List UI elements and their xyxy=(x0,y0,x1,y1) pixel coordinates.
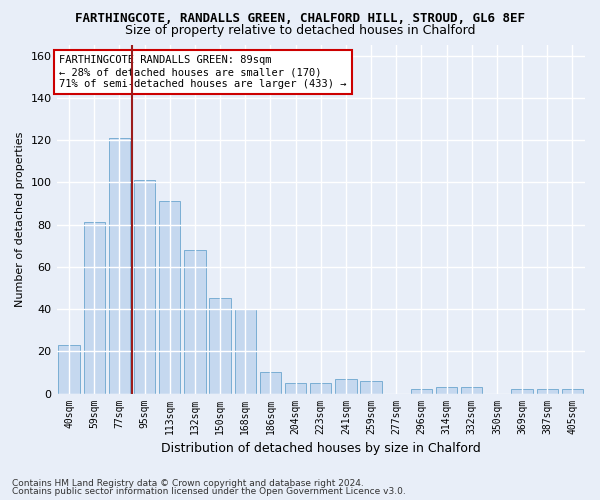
Bar xyxy=(562,390,583,394)
Text: Contains HM Land Registry data © Crown copyright and database right 2024.: Contains HM Land Registry data © Crown c… xyxy=(12,478,364,488)
Text: Size of property relative to detached houses in Chalford: Size of property relative to detached ho… xyxy=(125,24,475,37)
Bar xyxy=(209,298,231,394)
Bar xyxy=(436,387,457,394)
Bar xyxy=(184,250,206,394)
Bar xyxy=(58,345,80,394)
Bar xyxy=(235,309,256,394)
Bar xyxy=(109,138,130,394)
Bar xyxy=(134,180,155,394)
Bar xyxy=(361,381,382,394)
Bar xyxy=(310,383,331,394)
Y-axis label: Number of detached properties: Number of detached properties xyxy=(15,132,25,307)
Bar xyxy=(83,222,105,394)
Bar xyxy=(159,202,181,394)
Bar xyxy=(260,372,281,394)
Bar xyxy=(285,383,307,394)
Text: FARTHINGCOTE RANDALLS GREEN: 89sqm
← 28% of detached houses are smaller (170)
71: FARTHINGCOTE RANDALLS GREEN: 89sqm ← 28%… xyxy=(59,56,347,88)
Bar xyxy=(335,379,356,394)
Bar xyxy=(411,390,432,394)
Bar xyxy=(461,387,482,394)
X-axis label: Distribution of detached houses by size in Chalford: Distribution of detached houses by size … xyxy=(161,442,481,455)
Text: FARTHINGCOTE, RANDALLS GREEN, CHALFORD HILL, STROUD, GL6 8EF: FARTHINGCOTE, RANDALLS GREEN, CHALFORD H… xyxy=(75,12,525,26)
Text: Contains public sector information licensed under the Open Government Licence v3: Contains public sector information licen… xyxy=(12,487,406,496)
Bar xyxy=(511,390,533,394)
Bar xyxy=(536,390,558,394)
